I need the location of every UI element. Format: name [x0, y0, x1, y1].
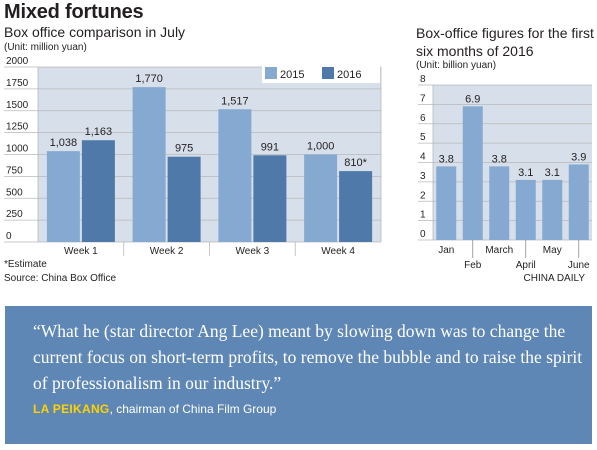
legend-swatch-2016: [322, 67, 334, 79]
right-bar: [568, 164, 589, 240]
left-bar-2015: [132, 87, 166, 242]
left-y-tick-label: 0: [6, 231, 12, 242]
left-y-tick-label: 500: [6, 187, 23, 198]
right-bar-value-label: 6.9: [465, 93, 480, 105]
right-x-tick-label: May: [543, 245, 562, 256]
quote-text: “What he (star director Ang Lee) meant b…: [33, 321, 583, 393]
left-y-tick-label: 1500: [6, 100, 29, 111]
right-bar-value-label: 3.8: [492, 153, 507, 165]
left-y-tick-label: 250: [6, 209, 23, 220]
left-bar-2015: [218, 109, 252, 242]
left-bar-value-label: 1,163: [85, 126, 113, 138]
credit-label: CHINA DAILY: [523, 273, 586, 284]
left-x-tick-label: Week 1: [64, 246, 98, 257]
left-y-tick-label: 1250: [6, 122, 29, 133]
right-chart-title: Box-office figures for the first six mon…: [416, 25, 594, 59]
left-bar-2016: [253, 155, 287, 242]
left-chart-unit: (Unit: million yuan): [4, 42, 87, 53]
quote-box: “What he (star director Ang Lee) meant b…: [5, 306, 592, 444]
legend-label-2015: 2015: [280, 69, 304, 81]
left-bar-value-label: 991: [261, 141, 279, 153]
left-bar-value-label: 1,517: [221, 95, 249, 107]
right-y-tick-label: 6: [420, 113, 426, 124]
left-y-tick-label: 1000: [6, 144, 29, 155]
source-note: Source: China Box Office: [4, 273, 117, 284]
right-y-tick-label: 7: [420, 93, 426, 104]
right-bar-value-label: 3.9: [571, 151, 586, 163]
right-y-tick-label: 0: [420, 229, 426, 240]
estimate-note: *Estimate: [4, 259, 47, 270]
right-bar-value-label: 3.1: [545, 167, 560, 179]
left-y-tick-label: 750: [6, 165, 23, 176]
left-y-tick-label: 1750: [6, 78, 29, 89]
right-y-tick-label: 5: [420, 132, 426, 143]
right-x-tick-label: April: [516, 260, 536, 271]
right-x-tick-label: Jan: [438, 245, 454, 256]
left-legend-box: [262, 64, 380, 83]
right-bar: [436, 166, 457, 240]
left-bar-value-label: 1,038: [50, 137, 78, 149]
left-x-tick-label: Week 3: [236, 246, 270, 257]
right-y-tick-label: 3: [420, 171, 426, 182]
right-bar: [515, 179, 536, 240]
legend-label-2016: 2016: [337, 69, 361, 81]
left-x-tick-label: Week 2: [150, 246, 184, 257]
right-bar: [542, 179, 563, 240]
page-title: Mixed fortunes: [4, 1, 144, 23]
right-x-tick-label: Feb: [464, 260, 482, 271]
left-bar-value-label: 1,770: [135, 73, 163, 85]
left-bar-value-label: 975: [175, 143, 193, 155]
right-y-tick-label: 4: [420, 152, 426, 163]
left-bar-value-label: 810*: [344, 157, 367, 169]
right-x-tick-label: March: [485, 245, 513, 256]
left-bar-2016: [167, 156, 201, 242]
left-bar-2016: [81, 140, 115, 242]
right-bar-value-label: 3.8: [439, 153, 454, 165]
right-chart-unit: (Unit: billion yuan): [416, 60, 497, 71]
right-bar-value-label: 3.1: [518, 167, 533, 179]
right-x-tick-label: June: [568, 260, 590, 271]
right-y-tick-label: 2: [420, 190, 426, 201]
left-x-tick-label: Week 4: [321, 246, 355, 257]
legend-swatch-2015: [265, 67, 277, 79]
left-y-tick-label: 2000: [6, 56, 29, 67]
left-bar-2016: [339, 171, 373, 242]
right-y-tick-label: 8: [420, 74, 426, 85]
right-bar: [462, 106, 483, 240]
left-bar-2015: [304, 154, 338, 242]
right-bar: [489, 166, 510, 240]
left-bar-value-label: 1,000: [307, 141, 335, 153]
quote-author-role: , chairman of China Film Group: [109, 402, 277, 416]
quote-attribution: LA PEIKANG, chairman of China Film Group: [33, 402, 276, 416]
right-y-tick-label: 1: [420, 210, 426, 221]
left-bar-2015: [46, 151, 80, 242]
left-chart-title: Box office comparison in July: [4, 24, 186, 40]
quote-author: LA PEIKANG: [33, 402, 110, 416]
